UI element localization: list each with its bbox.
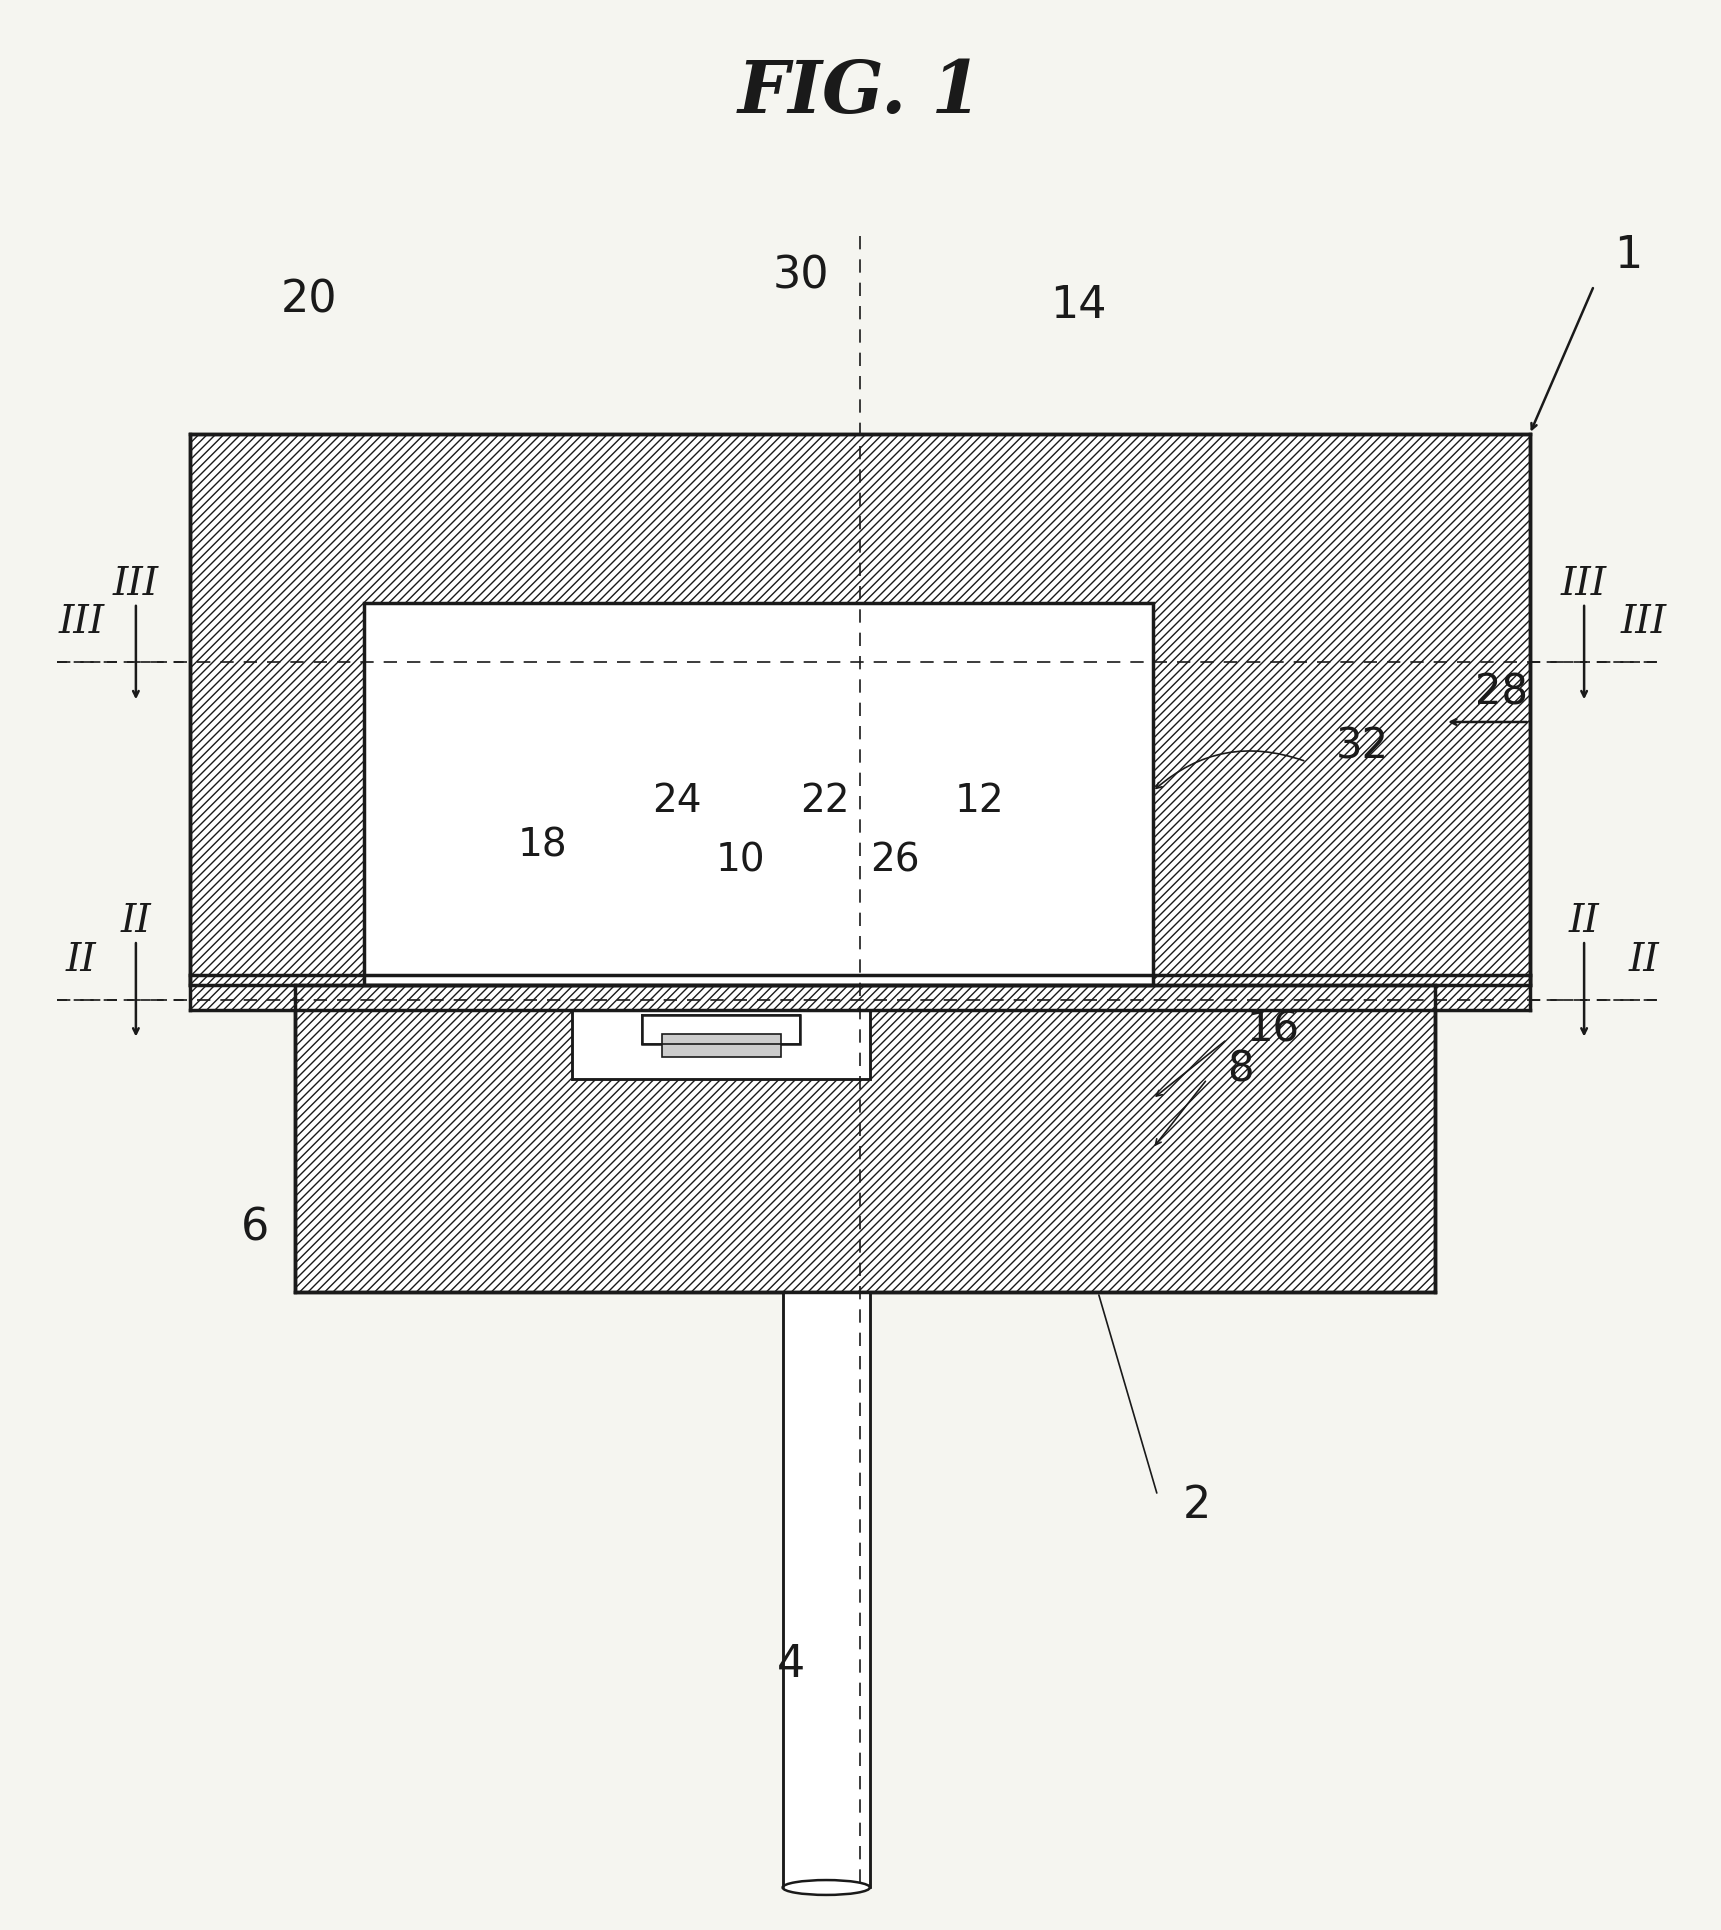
Text: 22: 22 — [800, 782, 850, 820]
Text: 16: 16 — [1246, 1009, 1299, 1050]
Text: 4: 4 — [776, 1642, 805, 1685]
Text: 6: 6 — [241, 1206, 268, 1249]
Bar — [840, 602, 1153, 984]
Text: III: III — [59, 604, 105, 641]
Text: 10: 10 — [716, 841, 766, 880]
Text: 8: 8 — [1227, 1048, 1253, 1090]
Text: 24: 24 — [652, 782, 700, 820]
Bar — [191, 975, 1530, 1009]
Text: III: III — [1561, 565, 1607, 602]
Text: 32: 32 — [1335, 726, 1389, 768]
Bar — [191, 434, 1530, 984]
Text: 26: 26 — [869, 841, 919, 880]
Text: III: III — [114, 565, 158, 602]
Bar — [365, 602, 1153, 984]
Bar — [365, 602, 682, 984]
Text: 30: 30 — [773, 255, 830, 297]
Bar — [573, 1009, 869, 1079]
Text: 1: 1 — [1614, 234, 1644, 278]
Text: 18: 18 — [518, 826, 568, 865]
Text: 28: 28 — [1475, 672, 1528, 714]
Text: II: II — [1570, 903, 1599, 940]
Bar — [661, 1034, 781, 1058]
Text: 20: 20 — [281, 280, 337, 322]
Ellipse shape — [783, 1880, 869, 1895]
Bar — [642, 1015, 800, 1044]
Text: III: III — [1621, 604, 1666, 641]
Text: II: II — [120, 903, 151, 940]
Text: FIG. 1: FIG. 1 — [738, 56, 983, 127]
Text: 14: 14 — [1050, 284, 1107, 326]
Bar — [783, 1293, 869, 1888]
Text: II: II — [1628, 942, 1659, 979]
Bar — [294, 984, 1435, 1293]
Text: II: II — [65, 942, 96, 979]
Text: 12: 12 — [953, 782, 1003, 820]
Text: 2: 2 — [1182, 1484, 1212, 1527]
